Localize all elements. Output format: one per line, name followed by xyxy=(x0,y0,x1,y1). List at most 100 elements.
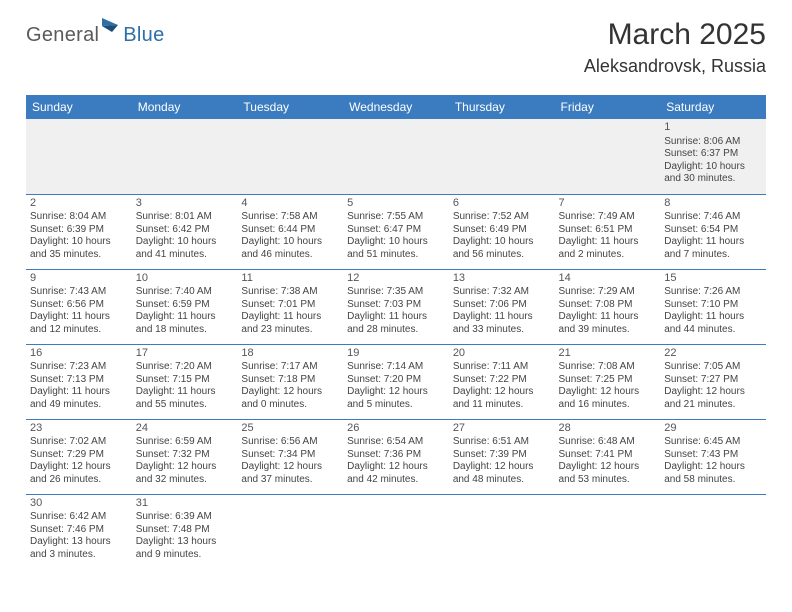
sunset-text: Sunset: 7:48 PM xyxy=(136,524,234,537)
daylight-text: Daylight: 11 hours and 7 minutes. xyxy=(664,236,762,261)
day-number: 6 xyxy=(453,197,551,211)
sunrise-text: Sunrise: 6:51 AM xyxy=(453,436,551,449)
day-number: 13 xyxy=(453,272,551,286)
daylight-text: Daylight: 11 hours and 28 minutes. xyxy=(347,311,445,336)
sunset-text: Sunset: 6:56 PM xyxy=(30,299,128,312)
calendar-empty-cell xyxy=(237,119,343,194)
day-number: 3 xyxy=(136,197,234,211)
day-number: 12 xyxy=(347,272,445,286)
logo: General Blue xyxy=(26,18,165,47)
calendar-day-cell: 30Sunrise: 6:42 AMSunset: 7:46 PMDayligh… xyxy=(26,494,132,569)
weekday-header: Wednesday xyxy=(343,95,449,119)
sunset-text: Sunset: 7:03 PM xyxy=(347,299,445,312)
day-number: 7 xyxy=(559,197,657,211)
calendar-day-cell: 25Sunrise: 6:56 AMSunset: 7:34 PMDayligh… xyxy=(237,419,343,494)
day-number: 22 xyxy=(664,347,762,361)
sunset-text: Sunset: 7:10 PM xyxy=(664,299,762,312)
sunset-text: Sunset: 7:27 PM xyxy=(664,374,762,387)
calendar-day-cell: 21Sunrise: 7:08 AMSunset: 7:25 PMDayligh… xyxy=(555,344,661,419)
weekday-header: Saturday xyxy=(660,95,766,119)
sunrise-text: Sunrise: 7:17 AM xyxy=(241,361,339,374)
sunrise-text: Sunrise: 7:52 AM xyxy=(453,211,551,224)
sunset-text: Sunset: 7:08 PM xyxy=(559,299,657,312)
daylight-text: Daylight: 12 hours and 37 minutes. xyxy=(241,461,339,486)
sunrise-text: Sunrise: 7:49 AM xyxy=(559,211,657,224)
sunrise-text: Sunrise: 7:29 AM xyxy=(559,286,657,299)
weekday-header: Tuesday xyxy=(237,95,343,119)
daylight-text: Daylight: 12 hours and 21 minutes. xyxy=(664,386,762,411)
day-number: 15 xyxy=(664,272,762,286)
daylight-text: Daylight: 12 hours and 32 minutes. xyxy=(136,461,234,486)
daylight-text: Daylight: 10 hours and 46 minutes. xyxy=(241,236,339,261)
calendar-empty-cell xyxy=(555,119,661,194)
title-block: March 2025 Aleksandrovsk, Russia xyxy=(584,18,766,77)
day-number: 5 xyxy=(347,197,445,211)
daylight-text: Daylight: 10 hours and 56 minutes. xyxy=(453,236,551,261)
sunset-text: Sunset: 7:34 PM xyxy=(241,449,339,462)
daylight-text: Daylight: 11 hours and 49 minutes. xyxy=(30,386,128,411)
calendar-empty-cell xyxy=(660,494,766,569)
calendar-day-cell: 1Sunrise: 8:06 AMSunset: 6:37 PMDaylight… xyxy=(660,119,766,194)
sunrise-text: Sunrise: 8:04 AM xyxy=(30,211,128,224)
calendar-empty-cell xyxy=(237,494,343,569)
day-number: 14 xyxy=(559,272,657,286)
weekday-header: Sunday xyxy=(26,95,132,119)
calendar-day-cell: 24Sunrise: 6:59 AMSunset: 7:32 PMDayligh… xyxy=(132,419,238,494)
calendar-day-cell: 4Sunrise: 7:58 AMSunset: 6:44 PMDaylight… xyxy=(237,194,343,269)
calendar-empty-cell xyxy=(449,494,555,569)
sunrise-text: Sunrise: 7:11 AM xyxy=(453,361,551,374)
calendar-day-cell: 17Sunrise: 7:20 AMSunset: 7:15 PMDayligh… xyxy=(132,344,238,419)
calendar-day-cell: 5Sunrise: 7:55 AMSunset: 6:47 PMDaylight… xyxy=(343,194,449,269)
sunrise-text: Sunrise: 7:38 AM xyxy=(241,286,339,299)
daylight-text: Daylight: 10 hours and 51 minutes. xyxy=(347,236,445,261)
weekday-header: Friday xyxy=(555,95,661,119)
day-number: 28 xyxy=(559,422,657,436)
daylight-text: Daylight: 12 hours and 5 minutes. xyxy=(347,386,445,411)
location-label: Aleksandrovsk, Russia xyxy=(584,56,766,77)
day-number: 20 xyxy=(453,347,551,361)
day-number: 26 xyxy=(347,422,445,436)
sunrise-text: Sunrise: 6:54 AM xyxy=(347,436,445,449)
sunrise-text: Sunrise: 7:20 AM xyxy=(136,361,234,374)
daylight-text: Daylight: 12 hours and 58 minutes. xyxy=(664,461,762,486)
calendar-day-cell: 29Sunrise: 6:45 AMSunset: 7:43 PMDayligh… xyxy=(660,419,766,494)
day-number: 16 xyxy=(30,347,128,361)
calendar-day-cell: 15Sunrise: 7:26 AMSunset: 7:10 PMDayligh… xyxy=(660,269,766,344)
sunset-text: Sunset: 6:54 PM xyxy=(664,224,762,237)
daylight-text: Daylight: 12 hours and 11 minutes. xyxy=(453,386,551,411)
sunrise-text: Sunrise: 7:35 AM xyxy=(347,286,445,299)
calendar-day-cell: 26Sunrise: 6:54 AMSunset: 7:36 PMDayligh… xyxy=(343,419,449,494)
calendar-week-row: 1Sunrise: 8:06 AMSunset: 6:37 PMDaylight… xyxy=(26,119,766,194)
day-number: 18 xyxy=(241,347,339,361)
sunset-text: Sunset: 7:32 PM xyxy=(136,449,234,462)
sunset-text: Sunset: 7:01 PM xyxy=(241,299,339,312)
calendar-day-cell: 9Sunrise: 7:43 AMSunset: 6:56 PMDaylight… xyxy=(26,269,132,344)
daylight-text: Daylight: 12 hours and 42 minutes. xyxy=(347,461,445,486)
calendar-empty-cell xyxy=(555,494,661,569)
sunset-text: Sunset: 6:51 PM xyxy=(559,224,657,237)
logo-flag-icon xyxy=(100,16,122,39)
sunset-text: Sunset: 7:41 PM xyxy=(559,449,657,462)
calendar-day-cell: 11Sunrise: 7:38 AMSunset: 7:01 PMDayligh… xyxy=(237,269,343,344)
daylight-text: Daylight: 13 hours and 3 minutes. xyxy=(30,536,128,561)
calendar-day-cell: 23Sunrise: 7:02 AMSunset: 7:29 PMDayligh… xyxy=(26,419,132,494)
sunrise-text: Sunrise: 7:23 AM xyxy=(30,361,128,374)
calendar-day-cell: 22Sunrise: 7:05 AMSunset: 7:27 PMDayligh… xyxy=(660,344,766,419)
sunset-text: Sunset: 7:22 PM xyxy=(453,374,551,387)
day-number: 23 xyxy=(30,422,128,436)
day-number: 1 xyxy=(664,121,762,135)
daylight-text: Daylight: 12 hours and 48 minutes. xyxy=(453,461,551,486)
calendar-week-row: 30Sunrise: 6:42 AMSunset: 7:46 PMDayligh… xyxy=(26,494,766,569)
daylight-text: Daylight: 11 hours and 18 minutes. xyxy=(136,311,234,336)
sunset-text: Sunset: 6:42 PM xyxy=(136,224,234,237)
sunrise-text: Sunrise: 7:58 AM xyxy=(241,211,339,224)
calendar-day-cell: 10Sunrise: 7:40 AMSunset: 6:59 PMDayligh… xyxy=(132,269,238,344)
calendar-day-cell: 12Sunrise: 7:35 AMSunset: 7:03 PMDayligh… xyxy=(343,269,449,344)
calendar-day-cell: 3Sunrise: 8:01 AMSunset: 6:42 PMDaylight… xyxy=(132,194,238,269)
calendar-day-cell: 16Sunrise: 7:23 AMSunset: 7:13 PMDayligh… xyxy=(26,344,132,419)
sunrise-text: Sunrise: 6:56 AM xyxy=(241,436,339,449)
day-number: 10 xyxy=(136,272,234,286)
calendar-empty-cell xyxy=(449,119,555,194)
day-number: 19 xyxy=(347,347,445,361)
sunset-text: Sunset: 6:39 PM xyxy=(30,224,128,237)
